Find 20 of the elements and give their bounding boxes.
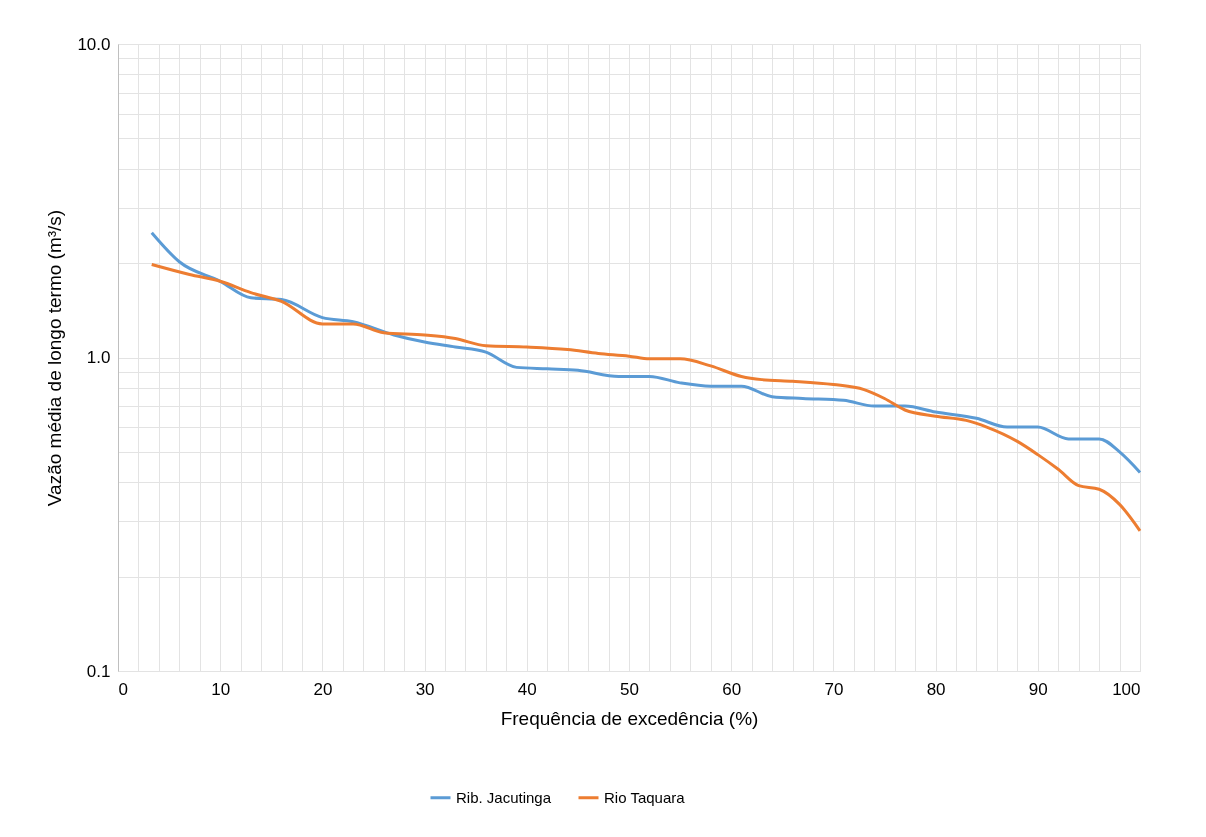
x-tick-label: 100 [1112,679,1141,699]
x-tick-label: 40 [517,679,537,699]
x-tick-label: 10 [211,679,231,699]
x-tick-label: 50 [620,679,639,699]
x-tick-label: 20 [313,679,333,699]
x-tick-label: 60 [722,679,742,699]
y-axis-title: Vazão média de longo termo (m³/s) [44,209,66,507]
legend-label: Rio Taquara [604,788,686,806]
line-series [150,231,1142,474]
y-tick-label: 1.0 [86,348,111,367]
y-tick-label: 0.1 [86,661,111,681]
x-axis-title: Frequência de excedência (%) [500,707,759,729]
x-tick-label: 80 [926,679,946,699]
x-tick-label: 0 [118,679,128,699]
line-series [150,263,1142,533]
y-tick-label: 10.0 [77,34,111,54]
x-tick-label: 90 [1028,679,1048,699]
legend-label: Rib. Jacutinga [456,788,552,806]
x-tick-label: 70 [824,679,844,699]
x-tick-label: 30 [415,679,435,699]
